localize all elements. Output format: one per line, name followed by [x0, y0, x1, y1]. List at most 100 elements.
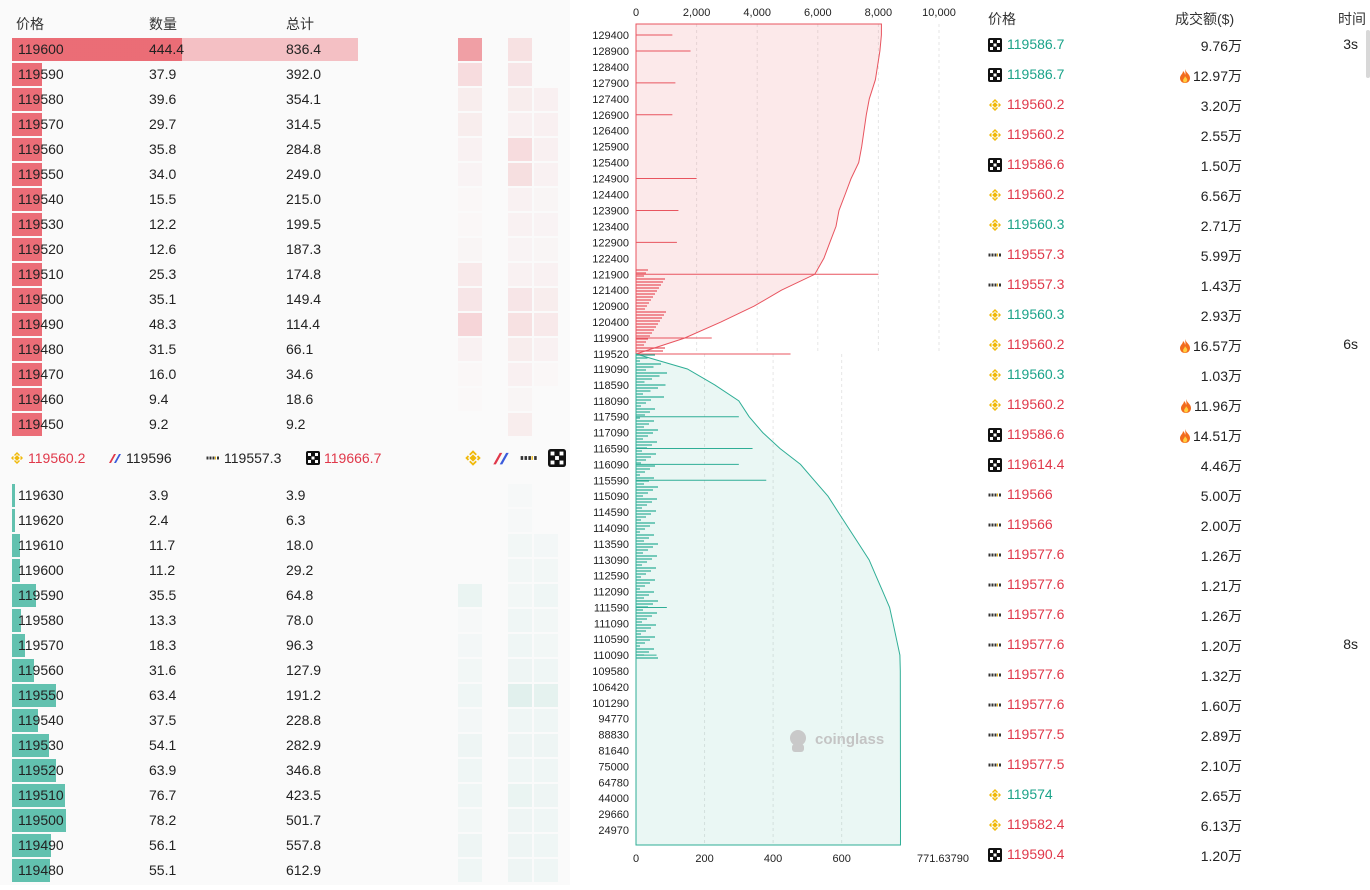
- trade-row[interactable]: 119590.4 1.20万: [985, 840, 1370, 870]
- ask-row[interactable]: 119600 444.4 836.4: [0, 37, 570, 62]
- ask-price: 119450: [18, 416, 64, 432]
- trade-row[interactable]: 119577.5 2.89万: [985, 720, 1370, 750]
- bid-row[interactable]: 119600 11.2 29.2: [0, 558, 570, 583]
- trade-row[interactable]: 119586.6 14.51万: [985, 420, 1370, 450]
- bid-price-tick: 112090: [593, 587, 629, 599]
- ask-total: 354.1: [286, 91, 322, 107]
- trade-row[interactable]: 119577.6 1.20万 8s: [985, 630, 1370, 660]
- exchange-price-binance[interactable]: 119560.2: [10, 450, 85, 466]
- trade-row[interactable]: 119577.6 1.26万: [985, 600, 1370, 630]
- trade-row[interactable]: 119574 2.65万: [985, 780, 1370, 810]
- trade-amount: 2.00万: [1201, 516, 1242, 536]
- exchange-price-okx[interactable]: 119666.7: [306, 450, 381, 466]
- bid-row[interactable]: 119550 63.4 191.2: [0, 683, 570, 708]
- trade-row[interactable]: 119560.2 3.20万: [985, 90, 1370, 120]
- trade-amount: 2.89万: [1201, 726, 1242, 746]
- ask-row[interactable]: 119580 39.6 354.1: [0, 87, 570, 112]
- bid-row[interactable]: 119500 78.2 501.7: [0, 808, 570, 833]
- exchange-price-bybit[interactable]: 119557.3: [206, 450, 281, 466]
- trade-row[interactable]: 119577.6 1.60万: [985, 690, 1370, 720]
- bid-row[interactable]: 119490 56.1 557.8: [0, 833, 570, 858]
- ask-row[interactable]: 119520 12.6 187.3: [0, 237, 570, 262]
- ask-row[interactable]: 119570 29.7 314.5: [0, 112, 570, 137]
- exchange-price-bitmex[interactable]: 119596: [108, 450, 172, 466]
- ask-row[interactable]: 119540 15.5 215.0: [0, 187, 570, 212]
- ask-row[interactable]: 119590 37.9 392.0: [0, 62, 570, 87]
- bid-price-tick: 88830: [598, 730, 629, 742]
- trade-price: 119560.3: [1007, 306, 1065, 322]
- bid-row[interactable]: 119540 37.5 228.8: [0, 708, 570, 733]
- trade-row[interactable]: 119560.3 2.93万: [985, 300, 1370, 330]
- trade-row[interactable]: 119560.3 2.71万: [985, 210, 1370, 240]
- binance-icon: [989, 399, 1001, 411]
- trade-row[interactable]: 119577.6 1.26万: [985, 540, 1370, 570]
- trade-price: 119577.5: [1007, 756, 1065, 772]
- ask-row[interactable]: 119550 34.0 249.0: [0, 162, 570, 187]
- trade-row[interactable]: 119586.7 12.97万: [985, 60, 1370, 90]
- trade-amount: 1.21万: [1201, 576, 1242, 596]
- trade-row[interactable]: 119566 5.00万: [985, 480, 1370, 510]
- ask-row[interactable]: 119460 9.4 18.6: [0, 387, 570, 412]
- trade-amount: 5.00万: [1201, 486, 1242, 506]
- exchange-heat-cell: [534, 759, 558, 782]
- trade-row[interactable]: 119560.2 16.57万 6s: [985, 330, 1370, 360]
- exchange-heat-cell: [534, 634, 558, 657]
- trade-price: 119586.7: [1007, 66, 1065, 82]
- bid-price-tick: 29660: [598, 809, 629, 821]
- ask-price-tick: 121900: [592, 269, 629, 281]
- ask-row[interactable]: 119470 16.0 34.6: [0, 362, 570, 387]
- bid-row[interactable]: 119530 54.1 282.9: [0, 733, 570, 758]
- trade-amount-value: 2.93万: [1200, 308, 1242, 324]
- trade-row[interactable]: 119560.2 11.96万: [985, 390, 1370, 420]
- trade-row[interactable]: 119586.7 9.76万 3s: [985, 30, 1370, 60]
- trade-amount: 2.55万: [1201, 126, 1242, 146]
- fire-icon: [1179, 339, 1190, 353]
- trade-amount-value: 1.03万: [1200, 368, 1242, 384]
- exchange-heat-cell: [458, 363, 482, 386]
- trade-row[interactable]: 119582.4 6.13万: [985, 810, 1370, 840]
- bid-price: 119560: [18, 662, 64, 678]
- ask-row[interactable]: 119500 35.1 149.4: [0, 287, 570, 312]
- exchange-price-value: 119557.3: [224, 450, 282, 466]
- trade-amount-value: 1.50万: [1200, 158, 1242, 174]
- ask-row[interactable]: 119560 35.8 284.8: [0, 137, 570, 162]
- bid-row[interactable]: 119560 31.6 127.9: [0, 658, 570, 683]
- trade-price: 119614.4: [1007, 456, 1065, 472]
- trade-row[interactable]: 119566 2.00万: [985, 510, 1370, 540]
- trade-row[interactable]: 119614.4 4.46万: [985, 450, 1370, 480]
- trade-row[interactable]: 119586.6 1.50万: [985, 150, 1370, 180]
- ask-row[interactable]: 119480 31.5 66.1: [0, 337, 570, 362]
- bid-qty: 37.5: [149, 712, 177, 728]
- trades-scrollbar[interactable]: [1366, 30, 1370, 78]
- trades-header-time: 时间: [1338, 11, 1366, 27]
- trade-row[interactable]: 119560.2 6.56万: [985, 180, 1370, 210]
- trade-row[interactable]: 119557.3 1.43万: [985, 270, 1370, 300]
- trade-row[interactable]: 119577.6 1.21万: [985, 570, 1370, 600]
- bid-row[interactable]: 119520 63.9 346.8: [0, 758, 570, 783]
- depth-chart[interactable]: 129400 128900 128400 127900 127400 126900 1264…: [585, 0, 970, 885]
- trade-row[interactable]: 119577.6 1.32万: [985, 660, 1370, 690]
- trade-row[interactable]: 119557.3 5.99万: [985, 240, 1370, 270]
- trade-row[interactable]: 119560.2 2.55万: [985, 120, 1370, 150]
- bid-row[interactable]: 119570 18.3 96.3: [0, 633, 570, 658]
- bid-row[interactable]: 119510 76.7 423.5: [0, 783, 570, 808]
- ask-row[interactable]: 119510 25.3 174.8: [0, 262, 570, 287]
- bid-row[interactable]: 119590 35.5 64.8: [0, 583, 570, 608]
- bid-row[interactable]: 119630 3.9 3.9: [0, 483, 570, 508]
- bid-price-tick: 101290: [592, 698, 629, 710]
- bid-row[interactable]: 119620 2.4 6.3: [0, 508, 570, 533]
- trade-row[interactable]: 119577.5 2.10万: [985, 750, 1370, 780]
- bid-price-tick: 110090: [593, 650, 629, 662]
- bid-row[interactable]: 119610 11.7 18.0: [0, 533, 570, 558]
- trade-row[interactable]: 119560.3 1.03万: [985, 360, 1370, 390]
- ask-row[interactable]: 119450 9.2 9.2: [0, 412, 570, 437]
- bid-row[interactable]: 119580 13.3 78.0: [0, 608, 570, 633]
- trade-amount-value: 1.26万: [1200, 548, 1242, 564]
- ask-row[interactable]: 119490 48.3 114.4: [0, 312, 570, 337]
- bid-row[interactable]: 119480 55.1 612.9: [0, 858, 570, 883]
- exchange-heat-cell: [458, 188, 482, 211]
- bid-price: 119620: [18, 512, 64, 528]
- bybit-icon: [988, 643, 1002, 647]
- ask-row[interactable]: 119530 12.2 199.5: [0, 212, 570, 237]
- exchange-heat-cell: [534, 63, 558, 86]
